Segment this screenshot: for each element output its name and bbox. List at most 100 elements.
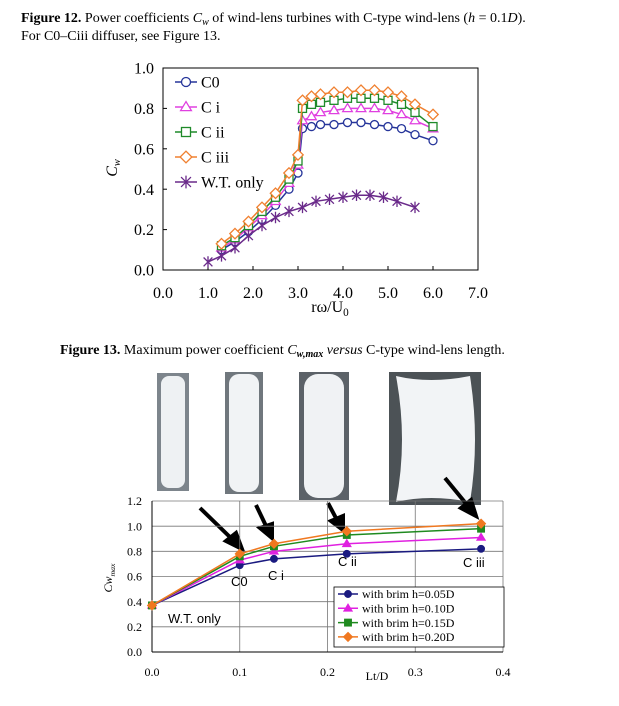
y-axis-label: Cwmax (101, 563, 117, 593)
marker (356, 117, 366, 128)
caption-text: C-type wind-lens length. (363, 343, 505, 358)
marker (314, 106, 327, 117)
y-tick-label: 0.4 (127, 595, 142, 609)
arrow-head (222, 529, 246, 554)
arrow-head (457, 496, 480, 521)
marker (475, 532, 487, 541)
marker (282, 166, 296, 180)
legend-marker (180, 76, 192, 88)
legend-marker (179, 150, 193, 164)
legend-box (333, 586, 505, 648)
legend-label: C ii (201, 125, 225, 142)
marker (342, 549, 351, 558)
x-axis-label-part: 0 (343, 307, 349, 319)
caption-text: C (193, 11, 203, 26)
marker (324, 193, 335, 206)
caption-text: = 0.1 (475, 11, 507, 26)
x-tick-label: 1.0 (198, 285, 218, 302)
photos (157, 372, 481, 505)
legend-label: with brim h=0.10D (362, 602, 455, 616)
x-tick-label: 2.0 (243, 285, 263, 302)
marker (270, 211, 281, 224)
arrow (254, 504, 269, 529)
marker (396, 123, 407, 134)
caption-text: w (202, 17, 209, 28)
marker (410, 201, 420, 214)
marker (341, 525, 353, 537)
marker (230, 242, 240, 254)
x-axis-label: Lt/D (366, 669, 389, 683)
y-tick-label: 0.8 (134, 101, 154, 118)
marker (268, 546, 280, 555)
marker (368, 84, 381, 97)
legend-label: C iii (201, 150, 230, 167)
annotation: C i (268, 568, 284, 583)
y-tick-label: 0.2 (127, 620, 142, 634)
marker (257, 219, 267, 232)
caption-label: Figure 12. (21, 11, 81, 26)
legend-marker (342, 603, 354, 612)
caption-text: w,max (297, 349, 324, 360)
marker (351, 189, 362, 201)
marker (383, 121, 393, 132)
y-tick-label: 0.6 (127, 570, 142, 584)
marker (342, 117, 353, 128)
y-tick-label: 0.8 (127, 545, 142, 559)
marker (475, 518, 487, 529)
marker (392, 195, 402, 208)
marker (382, 104, 394, 115)
marker (395, 108, 408, 119)
marker (255, 201, 269, 214)
x-axis-label: rω/U0 (311, 299, 349, 319)
legend-label: with brim h=0.20D (362, 630, 455, 644)
marker (338, 191, 348, 203)
x-tick-label: 7.0 (468, 285, 488, 302)
legend-marker (344, 590, 352, 598)
marker (243, 229, 254, 242)
legend-label: C i (201, 100, 221, 117)
marker (368, 102, 381, 113)
plot-frame (162, 67, 479, 271)
chart: 0.0 0.2 0.4 0.6 0.8 1.0 0.0 1.0 2.0 3.0 4.0 5.0 6.0 7… (104, 61, 488, 319)
caption: Figure 13. Maximum power coefficient Cw,… (60, 343, 505, 360)
y-axis-label: Cw (104, 159, 123, 177)
arrow-head (327, 513, 345, 534)
caption-text: ). (518, 11, 526, 26)
legend-label: with brim h=0.05D (362, 587, 455, 601)
marker (378, 191, 389, 203)
marker (291, 148, 305, 161)
caption-text: C (287, 343, 297, 358)
marker (305, 110, 318, 121)
x-tick-label: 0.3 (408, 665, 423, 679)
y-axis-label-part: Cw (101, 576, 115, 592)
marker (269, 187, 282, 200)
photo (161, 376, 185, 488)
marker (242, 215, 255, 228)
marker (296, 94, 309, 107)
x-axis-label-part: rω/U (311, 299, 343, 316)
x-tick-label: 0.0 (153, 285, 173, 302)
legend-label: W.T. only (201, 175, 264, 192)
x-tick-label: 0.4 (496, 665, 511, 679)
y-tick-label: 1.0 (134, 61, 154, 78)
marker (341, 102, 354, 113)
annotation: C ii (338, 554, 357, 569)
legend-label: with brim h=0.15D (362, 616, 455, 630)
marker (428, 121, 438, 132)
y-axis-label-part: C (104, 166, 121, 177)
series-line (207, 194, 416, 263)
marker (216, 250, 227, 262)
marker (354, 84, 368, 97)
marker (381, 86, 395, 99)
caption-text: versus (323, 343, 363, 358)
annotation: C iii (463, 555, 485, 570)
legend-marker (180, 126, 192, 138)
annotation: C0 (231, 574, 248, 589)
marker (327, 86, 341, 99)
marker (355, 102, 367, 113)
x-axis-label-part: Lt/D (366, 669, 389, 683)
marker (284, 205, 294, 218)
legend-label: C0 (201, 75, 220, 92)
x-tick-label: 0.0 (145, 665, 160, 679)
